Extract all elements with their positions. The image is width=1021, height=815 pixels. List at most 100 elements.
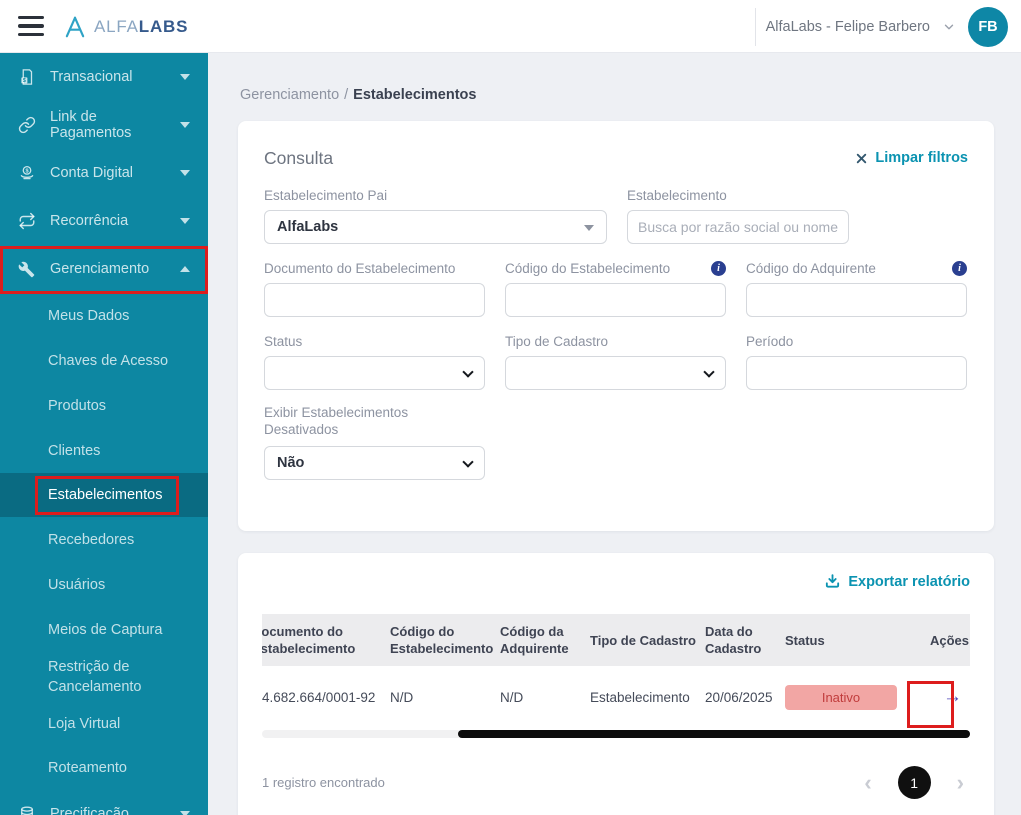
cell-data-cadastro: 20/06/2025 [705, 689, 773, 705]
chevron-down-icon [942, 20, 956, 34]
column-header: Documento do Estabelecimento [262, 624, 356, 656]
download-icon [824, 573, 841, 590]
column-header: Código do Estabelecimento [390, 624, 494, 656]
avatar[interactable]: FB [968, 6, 1008, 47]
sidebar-item-label: Transacional [50, 69, 133, 85]
sidebar-item-label: Recorrência [50, 213, 129, 229]
sidebar-subitem-loja-virtual[interactable]: Loja Virtual [48, 716, 121, 732]
status-badge: Inativo [785, 684, 897, 710]
codigo-adquirente-input[interactable] [746, 283, 967, 317]
documento-input[interactable] [264, 283, 485, 317]
row-detail-arrow-icon[interactable]: → [943, 686, 962, 707]
sidebar-item-conta-digital[interactable]: $ Conta Digital [0, 149, 208, 197]
sidebar-subitem-recebedores[interactable]: Recebedores [48, 531, 135, 548]
results-panel: Exportar relatório Documento do Estabele… [238, 553, 994, 815]
field-label: Tipo de Cadastro [505, 333, 609, 349]
brand-logo: ALFALABS [62, 0, 188, 53]
exibir-desativados-select[interactable]: Não [264, 446, 485, 480]
info-icon[interactable]: i [711, 260, 726, 276]
periodo-input[interactable] [746, 356, 967, 390]
coins-stack-icon [18, 805, 36, 815]
breadcrumb-parent[interactable]: Gerenciamento [240, 87, 340, 103]
sidebar-item-label: Gerenciamento [50, 261, 150, 277]
column-header: Tipo de Cadastro [590, 632, 696, 648]
cell-tipo-cadastro: Estabelecimento [590, 689, 690, 705]
table-row: 4.682.664/0001-92 N/D N/D Estabeleciment… [262, 666, 970, 728]
sidebar-subitem-clientes[interactable]: Clientes [48, 442, 101, 459]
field-label: Estabelecimento Pai [264, 187, 388, 203]
sidebar-item-label: Conta Digital [50, 165, 134, 181]
chevron-down-icon [462, 456, 474, 468]
sidebar-item-recorrencia[interactable]: Recorrência [0, 197, 208, 245]
sidebar-item-label: Link de Pagamentos [50, 109, 132, 141]
field-label: Código do Estabelecimento [505, 260, 671, 276]
field-label: Estabelecimento [627, 187, 727, 203]
sidebar-item-link-pagamentos[interactable]: Link de Pagamentos [0, 101, 208, 149]
chevron-down-icon [180, 170, 190, 176]
tipo-cadastro-select[interactable] [505, 356, 726, 390]
receipt-icon: $ [18, 68, 36, 86]
sidebar-item-label: Precificação [50, 806, 129, 815]
column-header: Ações [930, 632, 970, 648]
cell-acoes: → [930, 686, 970, 708]
results-table: Documento do Estabelecimento Código do E… [262, 614, 970, 728]
consulta-panel: Consulta Limpar filtros Estabelecimento … [238, 121, 994, 531]
sidebar-subitem-chaves-de-acesso[interactable]: Chaves de Acesso [48, 352, 169, 369]
info-icon[interactable]: i [952, 260, 967, 276]
breadcrumb: Gerenciamento / Estabelecimentos [240, 87, 476, 103]
close-icon [855, 152, 868, 165]
link-icon [18, 116, 36, 134]
field-label: Código do Adquirente [746, 260, 876, 276]
cell-codigo-adquirente: N/D [500, 689, 524, 705]
svg-text:$: $ [25, 168, 29, 174]
chevron-up-icon [180, 266, 190, 272]
scrollbar-thumb[interactable] [458, 730, 970, 738]
sidebar-subitem-roteamento[interactable]: Roteamento [48, 760, 127, 776]
chevron-down-icon [180, 74, 190, 80]
breadcrumb-separator: / [344, 87, 349, 103]
alfalabs-logo-icon [62, 14, 88, 40]
chevron-down-icon [180, 811, 190, 815]
field-label: Período [746, 333, 794, 349]
chevron-down-icon [462, 366, 474, 378]
field-label: Documento do Estabelecimento [264, 260, 456, 276]
sidebar-subitem-produtos[interactable]: Produtos [48, 397, 107, 414]
estabelecimento-pai-select[interactable]: AlfaLabs [264, 210, 607, 244]
pagination: ‹ 1 › [864, 766, 964, 799]
top-header: ALFALABS AlfaLabs - Felipe Barbero FB [0, 0, 1021, 53]
estabelecimento-search-input[interactable] [627, 210, 849, 244]
clear-filters-button[interactable]: Limpar filtros [855, 150, 968, 166]
field-label: Status [264, 333, 303, 349]
sidebar-item-transacional[interactable]: $ Transacional [0, 53, 208, 101]
column-header: Status [785, 632, 825, 648]
codigo-estabelecimento-input[interactable] [505, 283, 726, 317]
sidebar-subitem-restricao-cancelamento[interactable]: Restrição de Cancelamento [48, 659, 142, 695]
sidebar-item-precificacao[interactable]: Precificação [0, 790, 208, 815]
prev-page-icon[interactable]: ‹ [864, 769, 872, 795]
table-header-row: Documento do Estabelecimento Código do E… [262, 614, 970, 666]
header-divider [755, 8, 756, 46]
sidebar-subitem-meus-dados[interactable]: Meus Dados [48, 307, 130, 324]
field-label: Exibir Estabelecimentos Desativados [264, 405, 409, 437]
export-report-button[interactable]: Exportar relatório [824, 573, 970, 590]
page-number-button[interactable]: 1 [897, 766, 931, 799]
brand-name: ALFALABS [94, 16, 189, 36]
panel-title: Consulta [264, 147, 334, 168]
column-header: Código da Adquirente [500, 624, 569, 656]
status-badge-cell: Inativo [785, 684, 930, 710]
results-summary: 1 registro encontrado [262, 775, 385, 790]
sidebar-item-gerenciamento[interactable]: Gerenciamento [0, 245, 208, 293]
horizontal-scrollbar[interactable] [262, 730, 970, 738]
status-select[interactable] [264, 356, 485, 390]
next-page-icon[interactable]: › [956, 769, 964, 795]
dropdown-arrow-icon [584, 225, 594, 231]
sidebar-subitem-meios-de-captura[interactable]: Meios de Captura [48, 621, 163, 638]
user-menu[interactable]: AlfaLabs - Felipe Barbero FB [766, 0, 1008, 53]
breadcrumb-current: Estabelecimentos [353, 87, 477, 103]
hamburger-menu-icon[interactable] [18, 16, 44, 36]
wrench-icon [18, 260, 36, 278]
sidebar-subitem-estabelecimentos[interactable]: Estabelecimentos [0, 473, 208, 517]
chevron-down-icon [180, 218, 190, 224]
sidebar-subitem-usuarios[interactable]: Usuários [48, 576, 106, 593]
cell-documento: 4.682.664/0001-92 [262, 689, 376, 705]
